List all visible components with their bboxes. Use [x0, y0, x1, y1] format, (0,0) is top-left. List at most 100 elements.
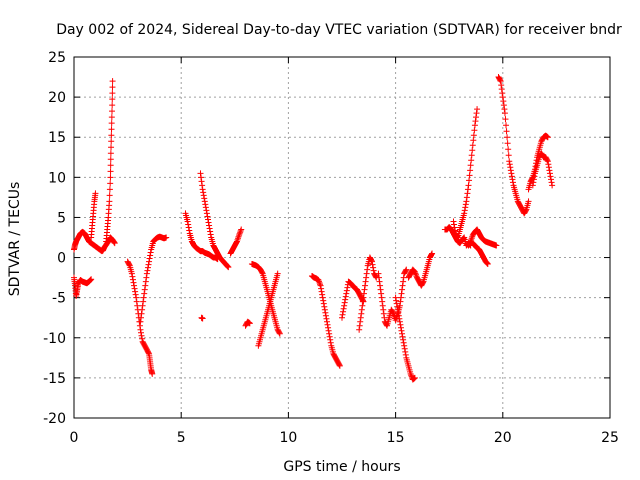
data-point	[201, 195, 208, 202]
data-point	[544, 157, 551, 164]
data-point	[466, 172, 473, 179]
data-point	[163, 234, 170, 241]
data-point	[403, 266, 410, 273]
data-point	[199, 182, 206, 189]
y-tick-label: -15	[43, 371, 66, 387]
data-point	[131, 282, 138, 289]
data-point	[236, 230, 243, 237]
data-point	[321, 303, 328, 310]
data-point	[145, 349, 152, 356]
data-point	[397, 324, 404, 331]
data-point	[451, 221, 458, 228]
data-point	[363, 274, 370, 281]
data-point	[144, 267, 151, 274]
data-point	[400, 336, 407, 343]
data-point	[376, 278, 383, 285]
data-point	[507, 167, 514, 174]
data-point	[398, 290, 405, 297]
data-point	[545, 164, 552, 171]
data-point	[461, 207, 468, 214]
data-point	[233, 239, 240, 246]
data-point	[460, 235, 467, 242]
data-point	[370, 267, 377, 274]
data-point	[327, 339, 334, 346]
data-point	[377, 282, 384, 289]
data-point	[393, 297, 400, 304]
data-point	[321, 306, 328, 313]
data-point	[509, 179, 516, 186]
chart-title: Day 002 of 2024, Sidereal Day-to-day VTE…	[56, 22, 622, 38]
data-point	[362, 282, 369, 289]
data-point	[503, 128, 510, 135]
data-point	[336, 361, 343, 368]
data-point	[530, 176, 537, 183]
data-point	[340, 308, 347, 315]
data-point	[369, 258, 376, 265]
data-point	[324, 321, 331, 328]
data-point	[276, 330, 283, 337]
data-point	[108, 132, 115, 139]
data-point	[498, 82, 505, 89]
data-point	[205, 219, 212, 226]
data-point	[545, 161, 552, 168]
data-point	[359, 302, 366, 309]
data-point	[450, 218, 457, 225]
data-point	[316, 279, 323, 286]
data-point	[370, 264, 377, 271]
data-point	[202, 201, 209, 208]
data-point	[547, 173, 554, 180]
data-point	[139, 302, 146, 309]
data-point	[341, 299, 348, 306]
data-point	[200, 192, 207, 199]
data-point	[92, 190, 99, 197]
data-point	[395, 312, 402, 319]
data-point	[322, 309, 329, 316]
data-point	[144, 264, 151, 271]
data-point	[138, 310, 145, 317]
data-point	[358, 310, 365, 317]
data-point	[276, 329, 283, 336]
data-point	[464, 190, 471, 197]
data-point	[501, 106, 508, 113]
data-point	[132, 291, 139, 298]
data-point	[461, 210, 468, 217]
data-point	[428, 251, 435, 258]
data-point	[469, 147, 476, 154]
data-point	[408, 372, 415, 379]
data-point	[499, 90, 506, 97]
data-point	[198, 174, 205, 181]
y-tick-label: 15	[48, 130, 66, 146]
data-point	[412, 271, 419, 278]
data-point	[469, 142, 476, 149]
data-point	[504, 140, 511, 147]
data-point	[396, 302, 403, 309]
data-point	[472, 118, 479, 125]
data-point	[130, 279, 137, 286]
data-point	[325, 324, 332, 331]
data-point	[402, 348, 409, 355]
data-point	[357, 314, 364, 321]
data-point	[206, 222, 213, 229]
data-point	[108, 138, 115, 145]
data-point	[379, 302, 386, 309]
data-point	[138, 314, 144, 321]
data-point	[368, 257, 375, 264]
x-tick-label: 5	[177, 430, 186, 446]
data-point	[375, 274, 382, 281]
data-point	[398, 327, 405, 334]
data-point	[109, 78, 116, 85]
data-point	[396, 315, 403, 322]
data-point	[142, 278, 149, 285]
data-point	[500, 102, 507, 109]
data-point	[319, 291, 326, 298]
data-point	[133, 294, 140, 301]
data-point	[451, 224, 458, 231]
y-tick-label: -5	[52, 291, 66, 307]
data-point	[400, 278, 407, 285]
data-point	[394, 303, 401, 310]
data-point	[393, 300, 400, 307]
data-point	[402, 351, 409, 358]
data-point	[522, 207, 529, 214]
data-point	[377, 286, 384, 293]
